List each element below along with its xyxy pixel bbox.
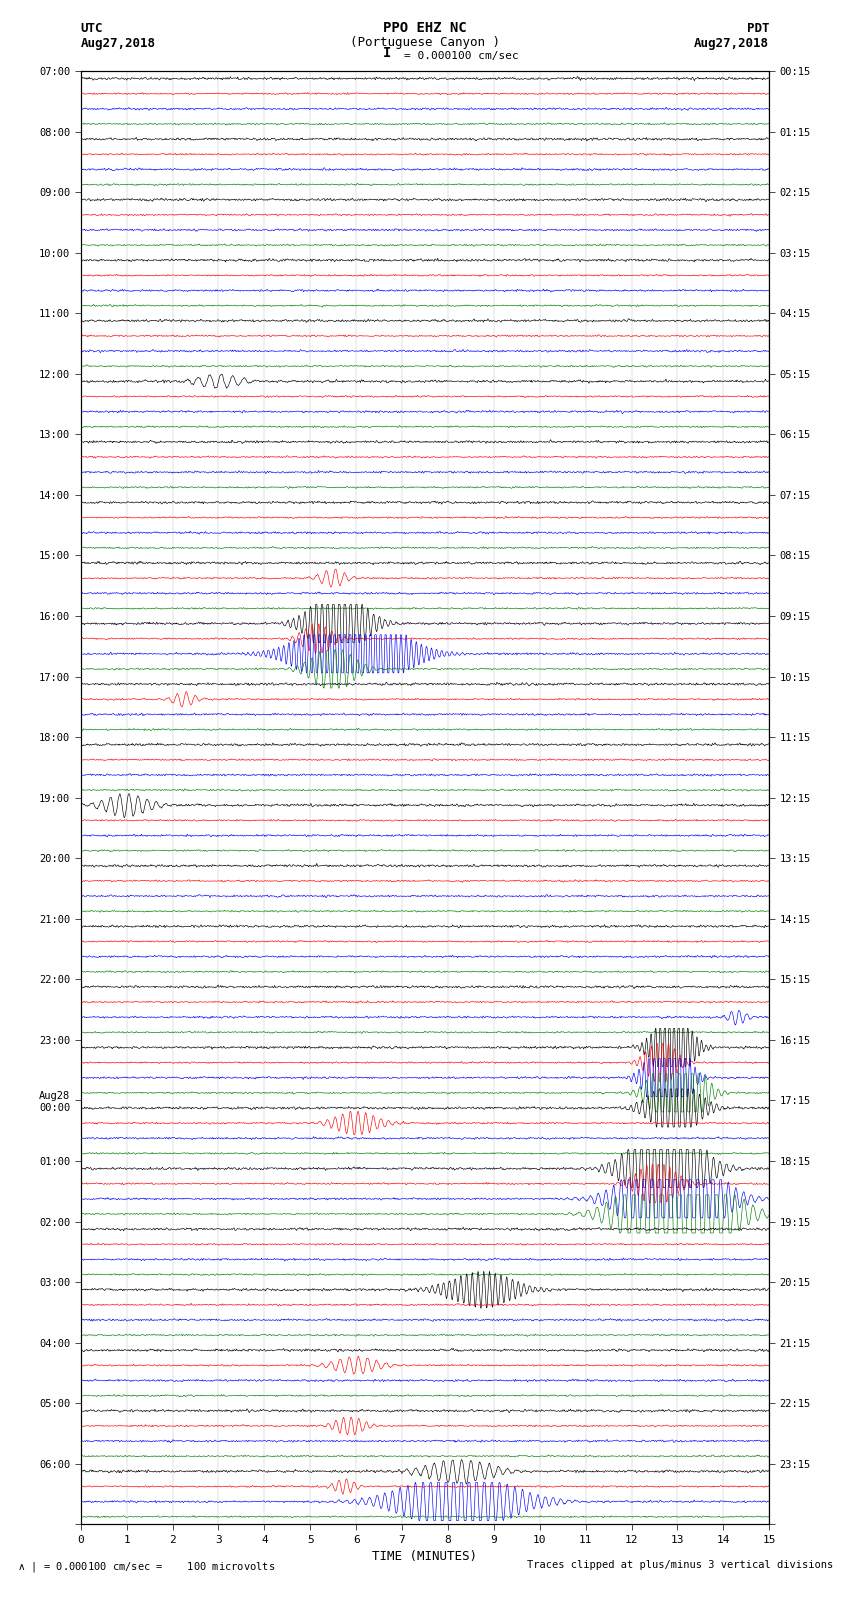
Text: PPO EHZ NC: PPO EHZ NC — [383, 21, 467, 35]
Text: UTC: UTC — [81, 23, 103, 35]
Text: Aug27,2018: Aug27,2018 — [81, 37, 156, 50]
Text: PDT: PDT — [747, 23, 769, 35]
Text: I: I — [382, 45, 391, 60]
Text: $\wedge$ | = 0.000100 cm/sec =    100 microvolts: $\wedge$ | = 0.000100 cm/sec = 100 micro… — [17, 1560, 275, 1574]
X-axis label: TIME (MINUTES): TIME (MINUTES) — [372, 1550, 478, 1563]
Text: (Portuguese Canyon ): (Portuguese Canyon ) — [350, 35, 500, 50]
Text: = 0.000100 cm/sec: = 0.000100 cm/sec — [404, 52, 518, 61]
Text: Traces clipped at plus/minus 3 vertical divisions: Traces clipped at plus/minus 3 vertical … — [527, 1560, 833, 1569]
Text: Aug27,2018: Aug27,2018 — [694, 37, 769, 50]
